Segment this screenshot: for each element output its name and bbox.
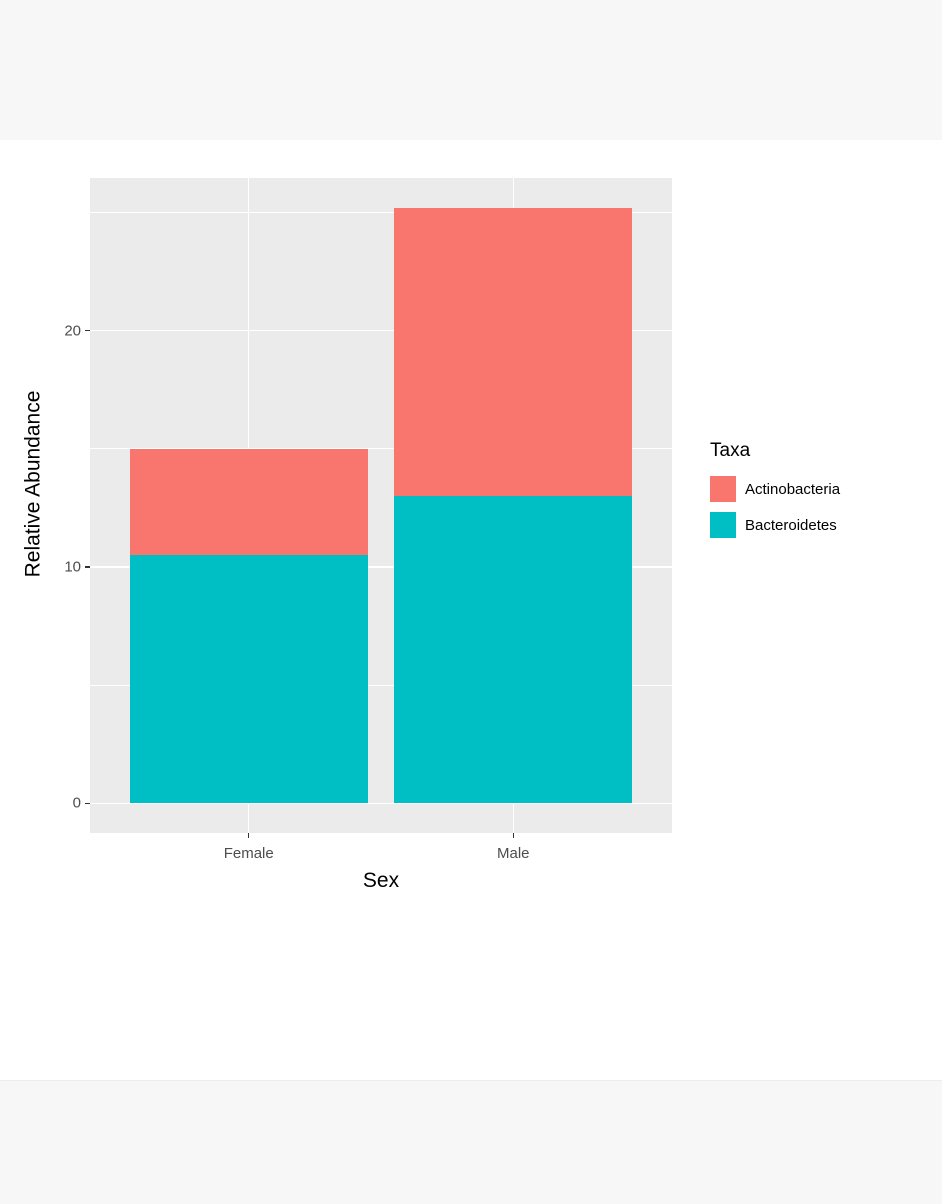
gridline-minor-y (90, 684, 672, 686)
x-axis-tick-mark (248, 833, 250, 838)
y-tick-label: 0 (72, 794, 81, 812)
y-axis-tick-mark (85, 802, 90, 804)
x-axis-tick-mark (512, 833, 514, 838)
gridline-major-y (90, 566, 672, 568)
y-axis-tick-mark (85, 330, 90, 332)
y-tick-label: 20 (64, 322, 81, 340)
bar-segment-male-bacteroidetes (394, 496, 633, 804)
x-axis-title: Sex (362, 869, 400, 892)
gridline-major-y (90, 802, 672, 804)
bar-segment-female-bacteroidetes (129, 555, 368, 804)
legend-entry-label: Bacteroidetes (745, 516, 837, 534)
x-tick-label: Female (223, 845, 274, 862)
legend-key-swatch (710, 512, 736, 538)
bar-segment-female-actinobacteria (129, 448, 368, 556)
gridline-major-y (90, 329, 672, 332)
top-margin-strip (0, 0, 942, 140)
y-tick-label: 10 (64, 558, 81, 576)
gridline-minor-y (90, 448, 672, 450)
y-axis-tick-mark (85, 566, 90, 568)
legend-entry-actinobacteria: Actinobacteria (710, 476, 840, 502)
y-axis-title: Relative Abundance (21, 390, 45, 577)
bar-segment-male-actinobacteria (394, 207, 633, 497)
legend-key-swatch (710, 476, 736, 502)
legend-entries: Actinobacteria Bacteroidetes (710, 476, 840, 538)
bottom-margin-strip (0, 1080, 942, 1204)
gridline-minor-y (90, 212, 672, 213)
x-tick-label: Male (497, 845, 530, 862)
legend-title: Taxa (710, 440, 751, 461)
legend: Taxa Actinobacteria Bacteroidetes (710, 440, 840, 548)
legend-entry-bacteroidetes: Bacteroidetes (710, 512, 840, 538)
legend-entry-label: Actinobacteria (745, 480, 841, 498)
